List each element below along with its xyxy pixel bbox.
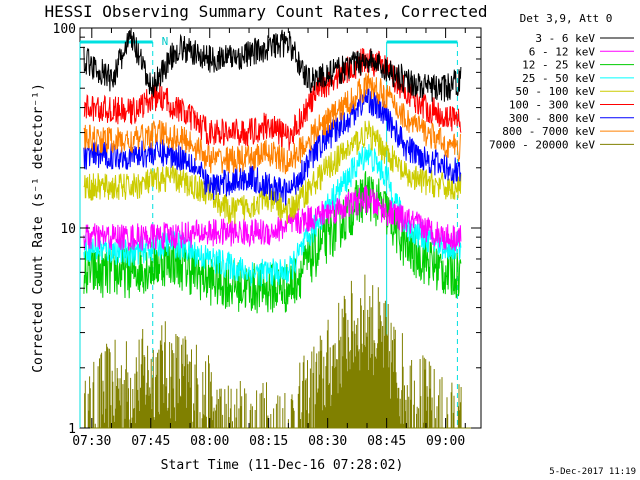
legend-label: 7000 - 20000 keV <box>489 138 595 151</box>
legend-label: 12 - 25 keV <box>522 59 595 72</box>
x-tick-label: 08:30 <box>308 434 347 449</box>
legend-label: 25 - 50 keV <box>522 72 595 85</box>
y-tick-label: 10 <box>60 222 76 237</box>
x-tick-label: 07:30 <box>72 434 111 449</box>
chart-title: HESSI Observing Summary Count Rates, Cor… <box>44 2 487 21</box>
legend-label: 100 - 300 keV <box>509 99 595 112</box>
y-tick-label: 1 <box>68 422 76 437</box>
series-line-7 <box>83 73 462 175</box>
x-axis-label: Start Time (11-Dec-16 07:28:02) <box>161 458 404 473</box>
legend-label: 800 - 7000 keV <box>502 125 595 138</box>
series-line-3 <box>83 144 462 287</box>
y-axis-label: Corrected Count Rate (s⁻¹ detector⁻¹) <box>31 83 46 373</box>
y-tick-label: 100 <box>53 22 76 37</box>
timestamp: 5-Dec-2017 11:19 <box>549 467 636 477</box>
x-tick-label: 08:45 <box>367 434 406 449</box>
legend-label: 6 - 12 keV <box>529 45 596 58</box>
series-line-6 <box>83 88 462 206</box>
series-line-1 <box>83 185 462 252</box>
x-tick-label: 08:15 <box>249 434 288 449</box>
axes-layer: 1 10 100 07:30 07:45 08:00 08:15 08:30 08:45 09:0… <box>53 22 481 449</box>
series-layer <box>80 29 481 429</box>
x-tick-label: 08:00 <box>190 434 229 449</box>
series-line-8 <box>80 274 481 429</box>
legend-label: 3 - 6 keV <box>535 32 595 45</box>
series-line-0 <box>83 29 462 102</box>
legend-title: Det 3,9, Att 0 <box>520 12 613 25</box>
x-tick-label: 07:45 <box>131 434 170 449</box>
legend-label: 300 - 800 keV <box>509 112 595 125</box>
legend-label: 50 - 100 keV <box>516 85 596 98</box>
x-tick-label: 09:00 <box>426 434 465 449</box>
annotation-label: N <box>162 35 169 48</box>
